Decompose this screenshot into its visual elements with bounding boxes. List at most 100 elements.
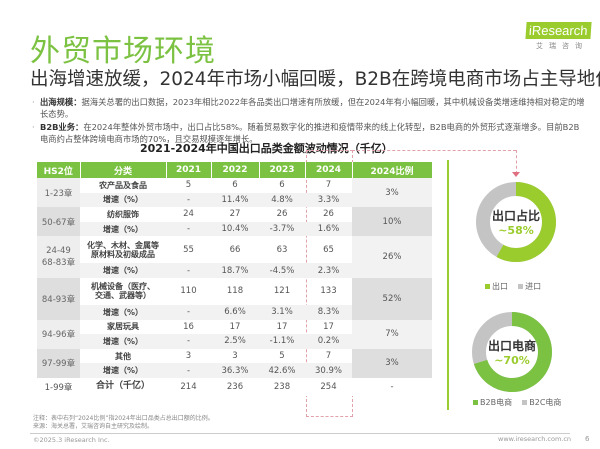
donut-title: 出口占比: [491, 209, 540, 223]
value-cell: 27: [229, 209, 241, 220]
total-cell: 214: [166, 377, 211, 396]
value-cell: 24: [183, 209, 194, 220]
growth-label: 增速（%）: [80, 263, 166, 278]
website-link[interactable]: www.iresearch.com.cn: [498, 435, 572, 443]
value-cell: 65: [323, 244, 334, 255]
value-cell: 3: [185, 351, 192, 362]
column-header: 2024: [305, 162, 353, 178]
donut-center-label: 出口占比 ~58%: [476, 207, 556, 237]
ratio-cell: 52%: [352, 277, 432, 320]
donut-legend: 出口 进口: [485, 281, 541, 292]
donut-slice-main: [476, 182, 556, 262]
hs-code-cell: 1-23章: [37, 178, 80, 208]
logo-subtext: 艾瑞咨询: [536, 42, 588, 50]
growth-cell: 11.4%: [211, 192, 259, 208]
growth-cell: -1.1%: [259, 334, 305, 349]
value-cell: 26: [323, 209, 334, 220]
legend-label: 出口: [492, 282, 508, 291]
value-cell: 133: [320, 286, 337, 297]
ratio-cell: 26%: [352, 236, 432, 278]
column-header: 分类: [80, 162, 167, 178]
table-row: 97-99章 其他 3 3 5 7 3%: [37, 348, 432, 378]
logo-mark: iResearch: [525, 22, 592, 39]
growth-cell: 8.3%: [305, 304, 352, 320]
table-row: 1-23章 农产品及食品 5 6 6 7 3%: [37, 178, 432, 208]
column-header: 2022: [211, 162, 260, 178]
value-cell: 3: [232, 351, 238, 362]
value-cell: 7: [325, 351, 332, 362]
growth-row: 增速（%） -10.4% -3.7% 1.6%: [37, 221, 432, 237]
growth-label: 增速（%）: [80, 192, 166, 208]
category-cell: 其他: [115, 351, 131, 361]
hs-code-cell: 50-67章: [37, 207, 80, 237]
table-row: 24-49 68-83章 化学、木材、金属等 原材料及初级成品 55 66 63 65 26…: [37, 236, 432, 278]
value-cell: 5: [279, 351, 285, 362]
category-cell: 农产品及食品: [99, 180, 147, 190]
ratio-cell: 3%: [352, 348, 432, 378]
page-title: 外贸市场环境: [30, 34, 216, 69]
growth-row: 增速（%） -18.7% -4.5% 2.3%: [37, 263, 432, 278]
growth-cell: -4.5%: [259, 263, 305, 278]
note-text: 注释：表中右列“2024比例”指2024年出口品类占总出口额的比例。: [33, 415, 214, 422]
notes: 注释：表中右列“2024比例”指2024年出口品类占总出口额的比例。 来源：海关…: [33, 415, 214, 431]
growth-label: 增速（%）: [80, 304, 166, 320]
donut-center-label: 出口电商 ~70%: [472, 337, 552, 367]
growth-cell: 0.2%: [305, 334, 352, 349]
value-cell: 5: [185, 180, 192, 191]
value-cell: 16: [183, 321, 194, 332]
legend-swatch: [473, 400, 478, 405]
bullet-label: B2B业务：: [40, 122, 84, 132]
legend-label: B2C电商: [529, 398, 562, 407]
footer-divider: [30, 433, 570, 434]
value-cell: 7: [325, 180, 332, 191]
hs-code-cell: 94-96章: [37, 319, 80, 349]
legend-swatch: [522, 400, 528, 405]
value-cell: 110: [180, 286, 197, 297]
category-cell: 家居玩具: [107, 322, 139, 332]
category-cell: 纺织服饰: [107, 209, 139, 219]
column-header: 2023: [259, 162, 306, 178]
legend-swatch: [518, 284, 524, 289]
bullet-list: 出海规模：据海关总署的出口数据，2023年相比2022年各品类出口增速有所放缓，…: [32, 96, 587, 146]
arrow-down-icon: [512, 172, 520, 177]
donut-title: 出口电商: [487, 339, 536, 353]
growth-cell: -: [166, 192, 211, 208]
donut-legend: B2B电商 B2C电商: [473, 397, 561, 408]
value-cell: 63: [276, 244, 288, 255]
growth-cell: -: [166, 221, 211, 237]
value-cell: 118: [226, 286, 244, 297]
growth-row: 增速（%） -2.5% -1.1% 0.2%: [37, 334, 432, 349]
ratio-cell: 10%: [352, 207, 432, 237]
growth-cell: 36.3%: [211, 363, 259, 378]
total-cell: 238: [259, 377, 305, 396]
growth-row: 增速（%） -6.6% 3.1% 8.3%: [37, 304, 432, 320]
value-cell: 17: [276, 321, 288, 332]
growth-cell: -: [166, 304, 211, 320]
connector-line: [352, 150, 516, 151]
connector-line: [516, 150, 517, 174]
growth-cell: -: [166, 263, 211, 278]
iresearch-logo: iResearch 艾瑞咨询: [525, 20, 592, 51]
growth-cell: 3.1%: [259, 304, 305, 320]
column-header: HS2位: [37, 162, 81, 178]
growth-cell: 1.6%: [305, 221, 352, 237]
growth-label: 增速（%）: [80, 334, 166, 349]
total-cell: 236: [211, 377, 259, 396]
bullet-text: 在2024年整体外贸市场中，出口占比58%。随着贸易数字化的推进和疫情带来的线上…: [40, 122, 580, 144]
growth-cell: -: [166, 363, 211, 378]
hs-code-cell: 1-99章: [37, 377, 80, 396]
growth-cell: 30.9%: [305, 363, 352, 378]
value-cell: 26: [276, 209, 288, 220]
page-subtitle: 出海增速放缓，2024年市场小幅回暖，B2B在跨境电商市场占主导地位: [30, 69, 600, 90]
growth-cell: 10.4%: [211, 221, 259, 237]
column-header: 2024比例: [352, 162, 433, 178]
value-cell: 121: [273, 286, 291, 297]
ratio-cell: 7%: [352, 319, 432, 349]
ratio-cell: -: [352, 377, 432, 396]
total-cell: 254: [305, 377, 352, 396]
growth-cell: 42.6%: [259, 363, 305, 378]
value-cell: 17: [323, 321, 334, 332]
growth-cell: 2.3%: [305, 263, 352, 278]
growth-cell: -3.7%: [259, 221, 305, 237]
category-cell: 机械设备（医疗、 交通、武器等）: [91, 282, 155, 301]
